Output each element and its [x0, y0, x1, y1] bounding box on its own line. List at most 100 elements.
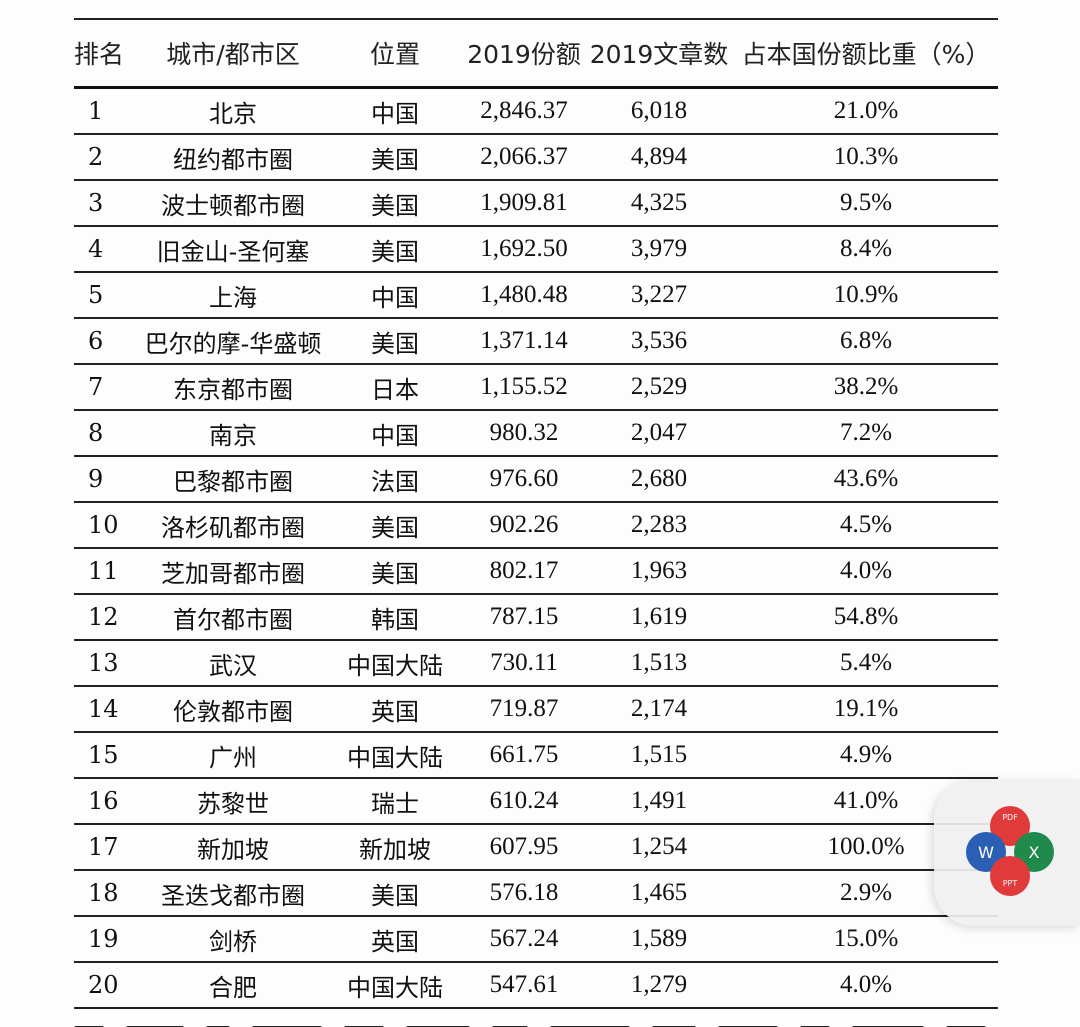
rank-cell: 12 — [74, 594, 140, 641]
rank-cell: 13 — [74, 640, 140, 687]
location-cell: 韩国 — [326, 594, 464, 641]
location-cell: 中国大陆 — [326, 962, 464, 1009]
rank-cell: 14 — [74, 686, 140, 733]
location-cell: 英国 — [326, 686, 464, 733]
articles-cell: 1,963 — [584, 548, 734, 595]
floating-office-widget[interactable]: PDF W X PPT — [934, 780, 1080, 926]
articles-cell: 4,325 — [584, 180, 734, 227]
rank-cell: 6 — [74, 318, 140, 365]
location-cell: 新加坡 — [326, 824, 464, 871]
table-body: 1 北京 中国 2,846.37 6,018 21.0% 2 纽约都市圈 美国 2,066.37 4… — [74, 87, 998, 1009]
header-location: 位置 — [326, 18, 464, 89]
city-cell: 巴黎都市圈 — [140, 456, 326, 503]
ratio-cell: 9.5% — [734, 180, 998, 227]
table-row: 17 新加坡 新加坡 607.95 1,254 100.0% — [74, 824, 998, 871]
widget-right-label: X — [1029, 843, 1040, 862]
header-articles-2019: 2019文章数 — [584, 18, 734, 89]
ratio-cell: 7.2% — [734, 410, 998, 457]
articles-cell: 1,515 — [584, 732, 734, 779]
articles-cell: 3,536 — [584, 318, 734, 365]
articles-cell: 1,513 — [584, 640, 734, 687]
rank-cell: 18 — [74, 870, 140, 917]
table-row: 11 芝加哥都市圈 美国 802.17 1,963 4.0% — [74, 548, 998, 595]
ratio-cell: 15.0% — [734, 916, 998, 963]
city-cell: 新加坡 — [140, 824, 326, 871]
location-cell: 美国 — [326, 180, 464, 227]
articles-cell: 2,047 — [584, 410, 734, 457]
location-cell: 中国大陆 — [326, 640, 464, 687]
city-cell: 东京都市圈 — [140, 364, 326, 411]
ratio-cell: 4.9% — [734, 732, 998, 779]
share-cell: 610.24 — [464, 778, 584, 825]
table-row: 8 南京 中国 980.32 2,047 7.2% — [74, 410, 998, 457]
location-cell: 英国 — [326, 916, 464, 963]
rank-cell: 16 — [74, 778, 140, 825]
location-cell: 中国 — [326, 272, 464, 319]
table-row: 15 广州 中国大陆 661.75 1,515 4.9% — [74, 732, 998, 779]
articles-cell: 1,254 — [584, 824, 734, 871]
table-row: 9 巴黎都市圈 法国 976.60 2,680 43.6% — [74, 456, 998, 503]
articles-cell: 1,589 — [584, 916, 734, 963]
city-cell: 纽约都市圈 — [140, 134, 326, 181]
city-cell: 伦敦都市圈 — [140, 686, 326, 733]
rank-cell: 19 — [74, 916, 140, 963]
table-row: 12 首尔都市圈 韩国 787.15 1,619 54.8% — [74, 594, 998, 641]
widget-bottom-circle — [990, 856, 1030, 896]
location-cell: 美国 — [326, 548, 464, 595]
ratio-cell: 4.0% — [734, 548, 998, 595]
location-cell: 美国 — [326, 502, 464, 549]
ratio-cell: 8.4% — [734, 226, 998, 273]
ratio-cell: 10.3% — [734, 134, 998, 181]
table-row: 3 波士顿都市圈 美国 1,909.81 4,325 9.5% — [74, 180, 998, 227]
share-cell: 1,692.50 — [464, 226, 584, 273]
share-cell: 607.95 — [464, 824, 584, 871]
rank-cell: 5 — [74, 272, 140, 319]
table-row: 4 旧金山-圣何塞 美国 1,692.50 3,979 8.4% — [74, 226, 998, 273]
cut-off-next-line — [74, 1017, 1038, 1027]
header-rank: 排名 — [74, 18, 140, 89]
ratio-cell: 5.4% — [734, 640, 998, 687]
rank-cell: 2 — [74, 134, 140, 181]
share-cell: 902.26 — [464, 502, 584, 549]
articles-cell: 2,283 — [584, 502, 734, 549]
share-cell: 1,371.14 — [464, 318, 584, 365]
ratio-cell: 54.8% — [734, 594, 998, 641]
articles-cell: 1,465 — [584, 870, 734, 917]
rank-cell: 9 — [74, 456, 140, 503]
ratio-cell: 6.8% — [734, 318, 998, 365]
rank-cell: 1 — [74, 87, 140, 135]
share-cell: 1,480.48 — [464, 272, 584, 319]
city-cell: 巴尔的摩-华盛顿 — [140, 318, 326, 365]
city-cell: 剑桥 — [140, 916, 326, 963]
share-cell: 1,155.52 — [464, 364, 584, 411]
share-cell: 719.87 — [464, 686, 584, 733]
table-row: 2 纽约都市圈 美国 2,066.37 4,894 10.3% — [74, 134, 998, 181]
table-row: 6 巴尔的摩-华盛顿 美国 1,371.14 3,536 6.8% — [74, 318, 998, 365]
table-header-row: 排名 城市/都市区 位置 2019份额 2019文章数 占本国份额比重（%） — [74, 18, 998, 89]
location-cell: 中国 — [326, 87, 464, 135]
articles-cell: 3,979 — [584, 226, 734, 273]
rank-cell: 15 — [74, 732, 140, 779]
share-cell: 980.32 — [464, 410, 584, 457]
location-cell: 中国大陆 — [326, 732, 464, 779]
location-cell: 美国 — [326, 134, 464, 181]
ratio-cell: 21.0% — [734, 87, 998, 135]
share-cell: 787.15 — [464, 594, 584, 641]
table-row: 13 武汉 中国大陆 730.11 1,513 5.4% — [74, 640, 998, 687]
ratio-cell: 43.6% — [734, 456, 998, 503]
city-cell: 上海 — [140, 272, 326, 319]
city-cell: 圣迭戈都市圈 — [140, 870, 326, 917]
rank-cell: 17 — [74, 824, 140, 871]
city-cell: 旧金山-圣何塞 — [140, 226, 326, 273]
rank-cell: 4 — [74, 226, 140, 273]
office-suite-icon: PDF W X PPT — [966, 806, 1054, 896]
city-cell: 苏黎世 — [140, 778, 326, 825]
city-cell: 广州 — [140, 732, 326, 779]
city-ranking-table: 排名 城市/都市区 位置 2019份额 2019文章数 占本国份额比重（%） 1… — [74, 18, 998, 1009]
articles-cell: 1,279 — [584, 962, 734, 1009]
widget-top-circle — [990, 806, 1030, 846]
location-cell: 法国 — [326, 456, 464, 503]
header-share-2019: 2019份额 — [464, 18, 584, 89]
city-cell: 武汉 — [140, 640, 326, 687]
